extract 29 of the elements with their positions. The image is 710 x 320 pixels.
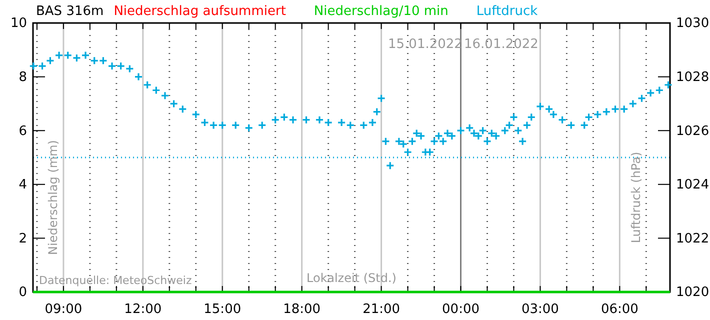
- y-tick-label: 6: [18, 124, 27, 139]
- annotation: 16.01.2022: [464, 37, 538, 52]
- x-tick-label: 03:00: [521, 302, 559, 318]
- x-axis-title: Lokalzeit (Std.): [306, 271, 396, 285]
- y2-tick-label: 1020: [676, 285, 710, 300]
- y2-tick-label: 1026: [676, 124, 710, 139]
- y2-tick-label: 1028: [676, 70, 710, 85]
- y2-tick-label: 1024: [676, 178, 710, 193]
- y-tick-label: 2: [18, 231, 27, 246]
- x-tick-label: 15:00: [204, 302, 242, 318]
- x-tick-label: 12:00: [124, 302, 162, 318]
- y-tick-label: 8: [18, 70, 27, 85]
- text: Luftdruck: [476, 4, 538, 19]
- legend-label: Niederschlag aufsummiert: [114, 4, 286, 19]
- x-tick-label: 18:00: [283, 302, 321, 318]
- x-tick-label: 00:00: [442, 302, 480, 318]
- y2-tick-label: 1022: [676, 231, 710, 246]
- chart-title: BAS 316m: [36, 4, 104, 19]
- y2-axis-title: Luftdruck (hPa): [629, 152, 643, 244]
- annotation: Datenquelle: MeteoSchweiz: [39, 274, 192, 287]
- y-tick-label: 10: [10, 16, 27, 32]
- x-tick-label: 09:00: [44, 302, 82, 318]
- y-tick-label: 4: [18, 178, 27, 193]
- y-tick-label: 0: [18, 285, 27, 300]
- x-tick-label: 21:00: [362, 302, 400, 318]
- y2-tick-label: 1030: [676, 16, 710, 32]
- y-axis-title: Niederschlag (mm): [46, 140, 60, 255]
- x-tick-label: 06:00: [600, 302, 638, 318]
- text: Niederschlag/10 min: [314, 4, 448, 19]
